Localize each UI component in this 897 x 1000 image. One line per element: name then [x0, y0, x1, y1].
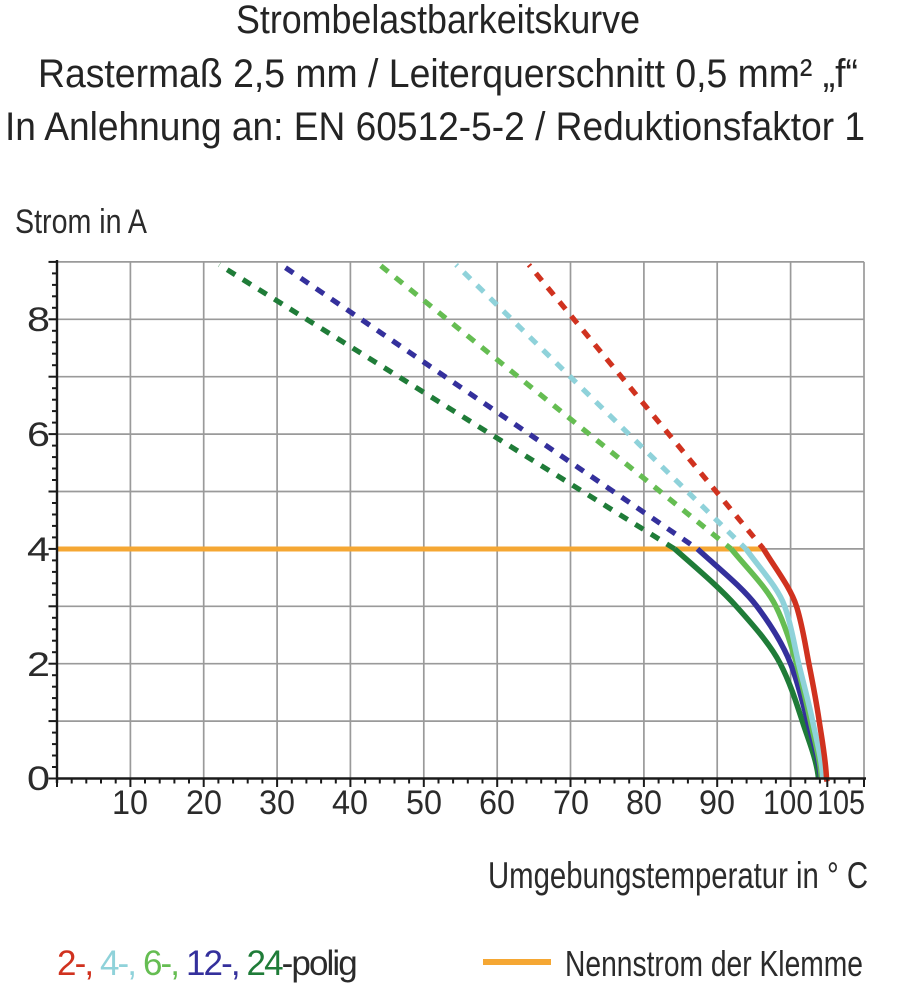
svg-text:70: 70 [553, 784, 589, 822]
svg-text:20: 20 [186, 784, 222, 822]
svg-text:0: 0 [27, 760, 50, 798]
svg-text:105: 105 [817, 784, 865, 822]
svg-text:2-, 4-, 6-, 12-, 24-polig: 2-, 4-, 6-, 12-, 24-polig [57, 944, 356, 983]
svg-text:Strombelastbarkeitskurve: Strombelastbarkeitskurve [236, 0, 640, 42]
svg-text:Rastermaß 2,5 mm / Leiterquers: Rastermaß 2,5 mm / Leiterquerschnitt 0,5… [38, 52, 858, 96]
svg-text:Nennstrom der Klemme: Nennstrom der Klemme [565, 943, 863, 984]
svg-text:60: 60 [479, 784, 515, 822]
svg-text:Strom in A: Strom in A [15, 203, 147, 241]
svg-text:80: 80 [626, 784, 662, 822]
svg-text:90: 90 [699, 784, 735, 822]
svg-text:30: 30 [259, 784, 295, 822]
svg-text:4: 4 [27, 531, 50, 569]
svg-text:2: 2 [27, 646, 50, 684]
svg-text:In Anlehnung an: EN 60512-5-2: In Anlehnung an: EN 60512-5-2 / Reduktio… [5, 105, 865, 149]
svg-text:Umgebungstemperatur in ° C: Umgebungstemperatur in ° C [488, 855, 868, 896]
svg-text:8: 8 [27, 301, 50, 339]
svg-text:6: 6 [27, 416, 50, 454]
svg-text:10: 10 [112, 784, 148, 822]
svg-text:50: 50 [406, 784, 442, 822]
svg-text:100: 100 [763, 784, 813, 822]
svg-text:40: 40 [332, 784, 368, 822]
